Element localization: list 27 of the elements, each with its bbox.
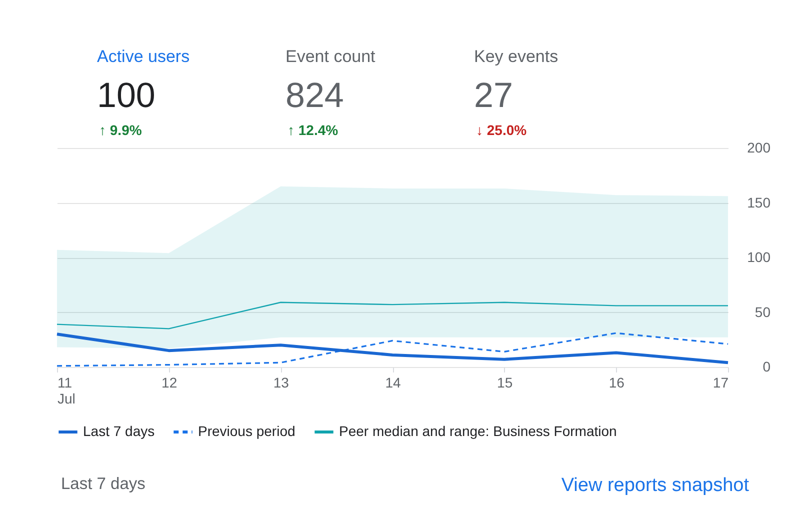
x-tick-label: 17	[712, 374, 729, 390]
data-label: 824	[286, 76, 344, 115]
y-tick-label: 50	[754, 304, 771, 320]
x-tick-label: 13	[273, 374, 290, 390]
y-tick-label: 200	[747, 140, 771, 156]
text: ↑ 9.9%	[99, 122, 142, 138]
data-label: 27	[474, 76, 513, 115]
line-series	[56, 302, 729, 330]
y-tick-label: 100	[747, 249, 771, 265]
legend-label: Peer median and range: Business Formation	[339, 423, 617, 439]
legend-label: Last 7 days	[83, 423, 155, 439]
data-label: 100	[97, 76, 156, 115]
legend-label: Previous period	[198, 423, 296, 439]
text: Last 7 days	[61, 475, 146, 493]
text: ↑ 12.4%	[288, 122, 339, 138]
text: ↓ 25.0%	[476, 122, 528, 138]
x-tick-label: 14	[385, 374, 401, 390]
category-label: Event count	[286, 47, 376, 66]
x-tick-label: 11 Jul	[58, 374, 76, 406]
x-tick-label: 12	[162, 374, 178, 390]
x-tick-label: 15	[497, 374, 513, 390]
y-tick-label: 150	[747, 194, 771, 210]
category-label: Active users	[97, 47, 190, 66]
x-tick-label: 16	[608, 374, 625, 390]
text: View reports snapshot	[561, 475, 750, 496]
category-label: Key events	[474, 47, 558, 66]
y-tick-label: 0	[762, 358, 771, 374]
